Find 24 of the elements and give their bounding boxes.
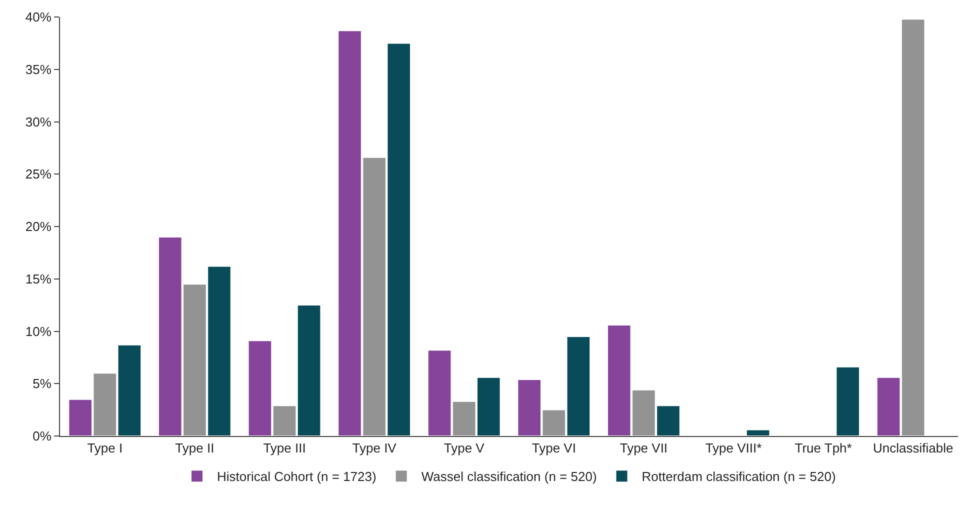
- x-tick-label: Type III: [263, 440, 306, 456]
- x-tick-label: Type VIII*: [705, 440, 762, 456]
- y-tick-label: 15%: [25, 271, 52, 286]
- y-tick-label: 35%: [25, 62, 52, 77]
- x-tick-label: Type IV: [352, 440, 397, 456]
- x-tick-label: Unclassifiable: [873, 440, 954, 456]
- x-tick-label: Type VII: [620, 440, 668, 456]
- y-tick-label: 20%: [25, 219, 52, 234]
- legend-label: Rotterdam classification (n = 520): [642, 469, 836, 484]
- bar: [836, 366, 860, 436]
- x-tick-label: True Tph*: [794, 440, 852, 456]
- x-tick-label: Type V: [444, 440, 485, 456]
- x-tick-label: Type VI: [532, 440, 576, 456]
- bar: [746, 429, 770, 436]
- x-tick-label: Type I: [87, 440, 123, 456]
- y-tick-label: 40%: [25, 10, 52, 25]
- y-tick-label: 5%: [32, 376, 52, 392]
- y-tick-label: 10%: [25, 324, 52, 339]
- y-tick-label: 0%: [32, 428, 52, 444]
- x-tick-label: Type II: [175, 440, 214, 456]
- y-tick-label: 30%: [25, 114, 52, 130]
- legend-label: Wassel classification (n = 520): [421, 469, 597, 484]
- legend-label: Historical Cohort (n = 1723): [217, 469, 376, 484]
- y-tick-label: 25%: [25, 166, 52, 182]
